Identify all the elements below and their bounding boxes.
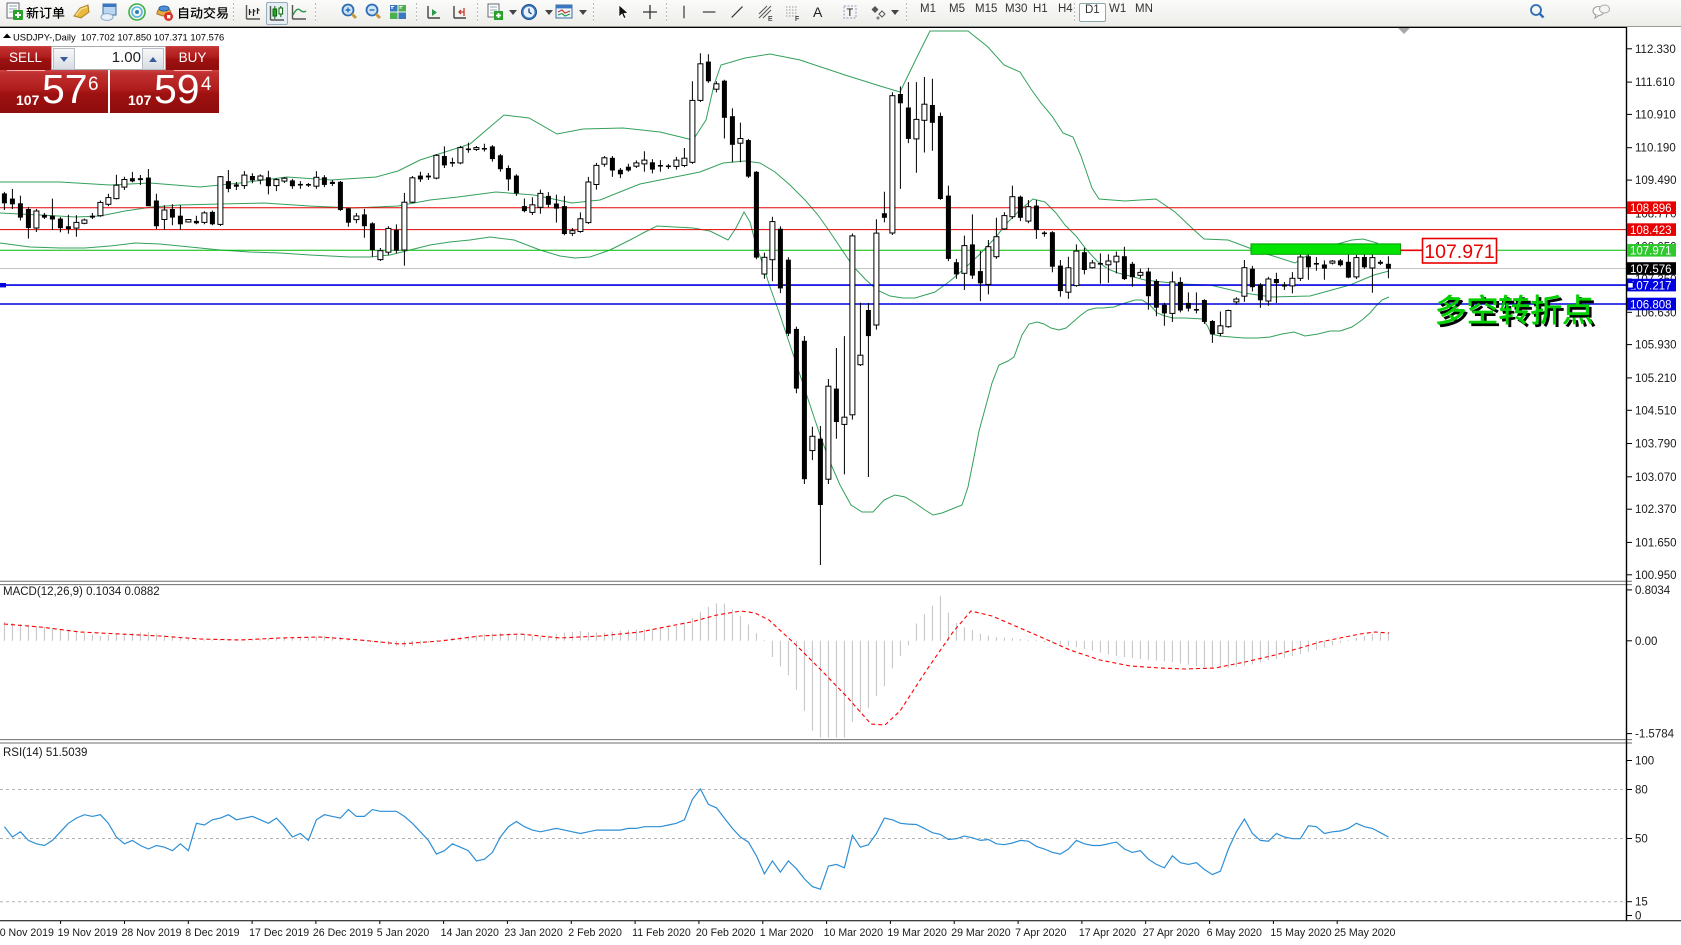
svg-text:10 Nov 2019: 10 Nov 2019 (0, 927, 54, 939)
svg-text:8 Dec 2019: 8 Dec 2019 (185, 927, 239, 939)
svg-text:17 Apr 2020: 17 Apr 2020 (1079, 927, 1136, 939)
svg-text:19 Mar 2020: 19 Mar 2020 (887, 927, 947, 939)
svg-text:F: F (795, 16, 799, 22)
svg-text:26 Dec 2019: 26 Dec 2019 (313, 927, 373, 939)
svg-text:-1.5784: -1.5784 (1635, 729, 1675, 741)
svg-text:111.610: 111.610 (1635, 77, 1675, 89)
svg-text:0.8034: 0.8034 (1635, 585, 1671, 597)
svg-text:103.790: 103.790 (1635, 439, 1677, 451)
svg-text:107.971: 107.971 (1424, 241, 1495, 263)
svg-text:107.217: 107.217 (1630, 280, 1672, 292)
svg-text:104.510: 104.510 (1635, 405, 1677, 417)
svg-text:MACD(12,26,9) 0.1034 0.0882: MACD(12,26,9) 0.1034 0.0882 (3, 586, 160, 598)
svg-text:7 Apr 2020: 7 Apr 2020 (1015, 927, 1066, 939)
svg-text:25 May 2020: 25 May 2020 (1334, 927, 1395, 939)
svg-text:100.950: 100.950 (1635, 570, 1677, 582)
svg-text:15 May 2020: 15 May 2020 (1270, 927, 1331, 939)
svg-text:108.896: 108.896 (1630, 203, 1672, 215)
svg-text:RSI(14) 51.5039: RSI(14) 51.5039 (3, 747, 87, 759)
svg-text:101.650: 101.650 (1635, 537, 1677, 549)
svg-text:112.330: 112.330 (1635, 44, 1676, 56)
svg-text:102.370: 102.370 (1635, 504, 1677, 516)
svg-text:15: 15 (1635, 897, 1648, 909)
svg-text:T: T (847, 7, 854, 19)
svg-text:23 Jan 2020: 23 Jan 2020 (504, 927, 562, 939)
svg-text:29 Mar 2020: 29 Mar 2020 (951, 927, 1011, 939)
svg-text:19 Nov 2019: 19 Nov 2019 (58, 927, 118, 939)
svg-text:28 Nov 2019: 28 Nov 2019 (122, 927, 182, 939)
svg-text:10 Mar 2020: 10 Mar 2020 (824, 927, 884, 939)
svg-text:2 Feb 2020: 2 Feb 2020 (568, 927, 622, 939)
svg-text:110.910: 110.910 (1635, 109, 1676, 121)
svg-text:11 Feb 2020: 11 Feb 2020 (632, 927, 691, 939)
svg-text:50: 50 (1635, 834, 1648, 846)
svg-text:6 May 2020: 6 May 2020 (1207, 927, 1262, 939)
svg-text:109.490: 109.490 (1635, 175, 1677, 187)
svg-text:103.070: 103.070 (1635, 472, 1677, 484)
svg-text:1 Mar 2020: 1 Mar 2020 (760, 927, 814, 939)
svg-text:107.971: 107.971 (1630, 246, 1672, 258)
svg-text:27 Apr 2020: 27 Apr 2020 (1143, 927, 1200, 939)
svg-text:USDJPY-,Daily 107.702 107.850: USDJPY-,Daily 107.702 107.850 107.371 10… (13, 32, 224, 43)
svg-text:20 Feb 2020: 20 Feb 2020 (696, 927, 756, 939)
svg-text:E: E (768, 16, 773, 22)
svg-text:80: 80 (1635, 785, 1648, 797)
svg-text:14 Jan 2020: 14 Jan 2020 (441, 927, 499, 939)
svg-text:100: 100 (1635, 756, 1654, 768)
svg-text:105.930: 105.930 (1635, 340, 1677, 352)
svg-text:0.00: 0.00 (1635, 636, 1657, 648)
svg-text:17 Dec 2019: 17 Dec 2019 (249, 927, 309, 939)
svg-text:108.423: 108.423 (1630, 225, 1672, 237)
svg-text:110.190: 110.190 (1635, 143, 1676, 155)
svg-text:5 Jan 2020: 5 Jan 2020 (377, 927, 430, 939)
svg-text:105.210: 105.210 (1635, 373, 1677, 385)
svg-text:0: 0 (1635, 911, 1641, 923)
svg-text:106.808: 106.808 (1630, 299, 1672, 311)
svg-text:107.576: 107.576 (1630, 264, 1672, 276)
